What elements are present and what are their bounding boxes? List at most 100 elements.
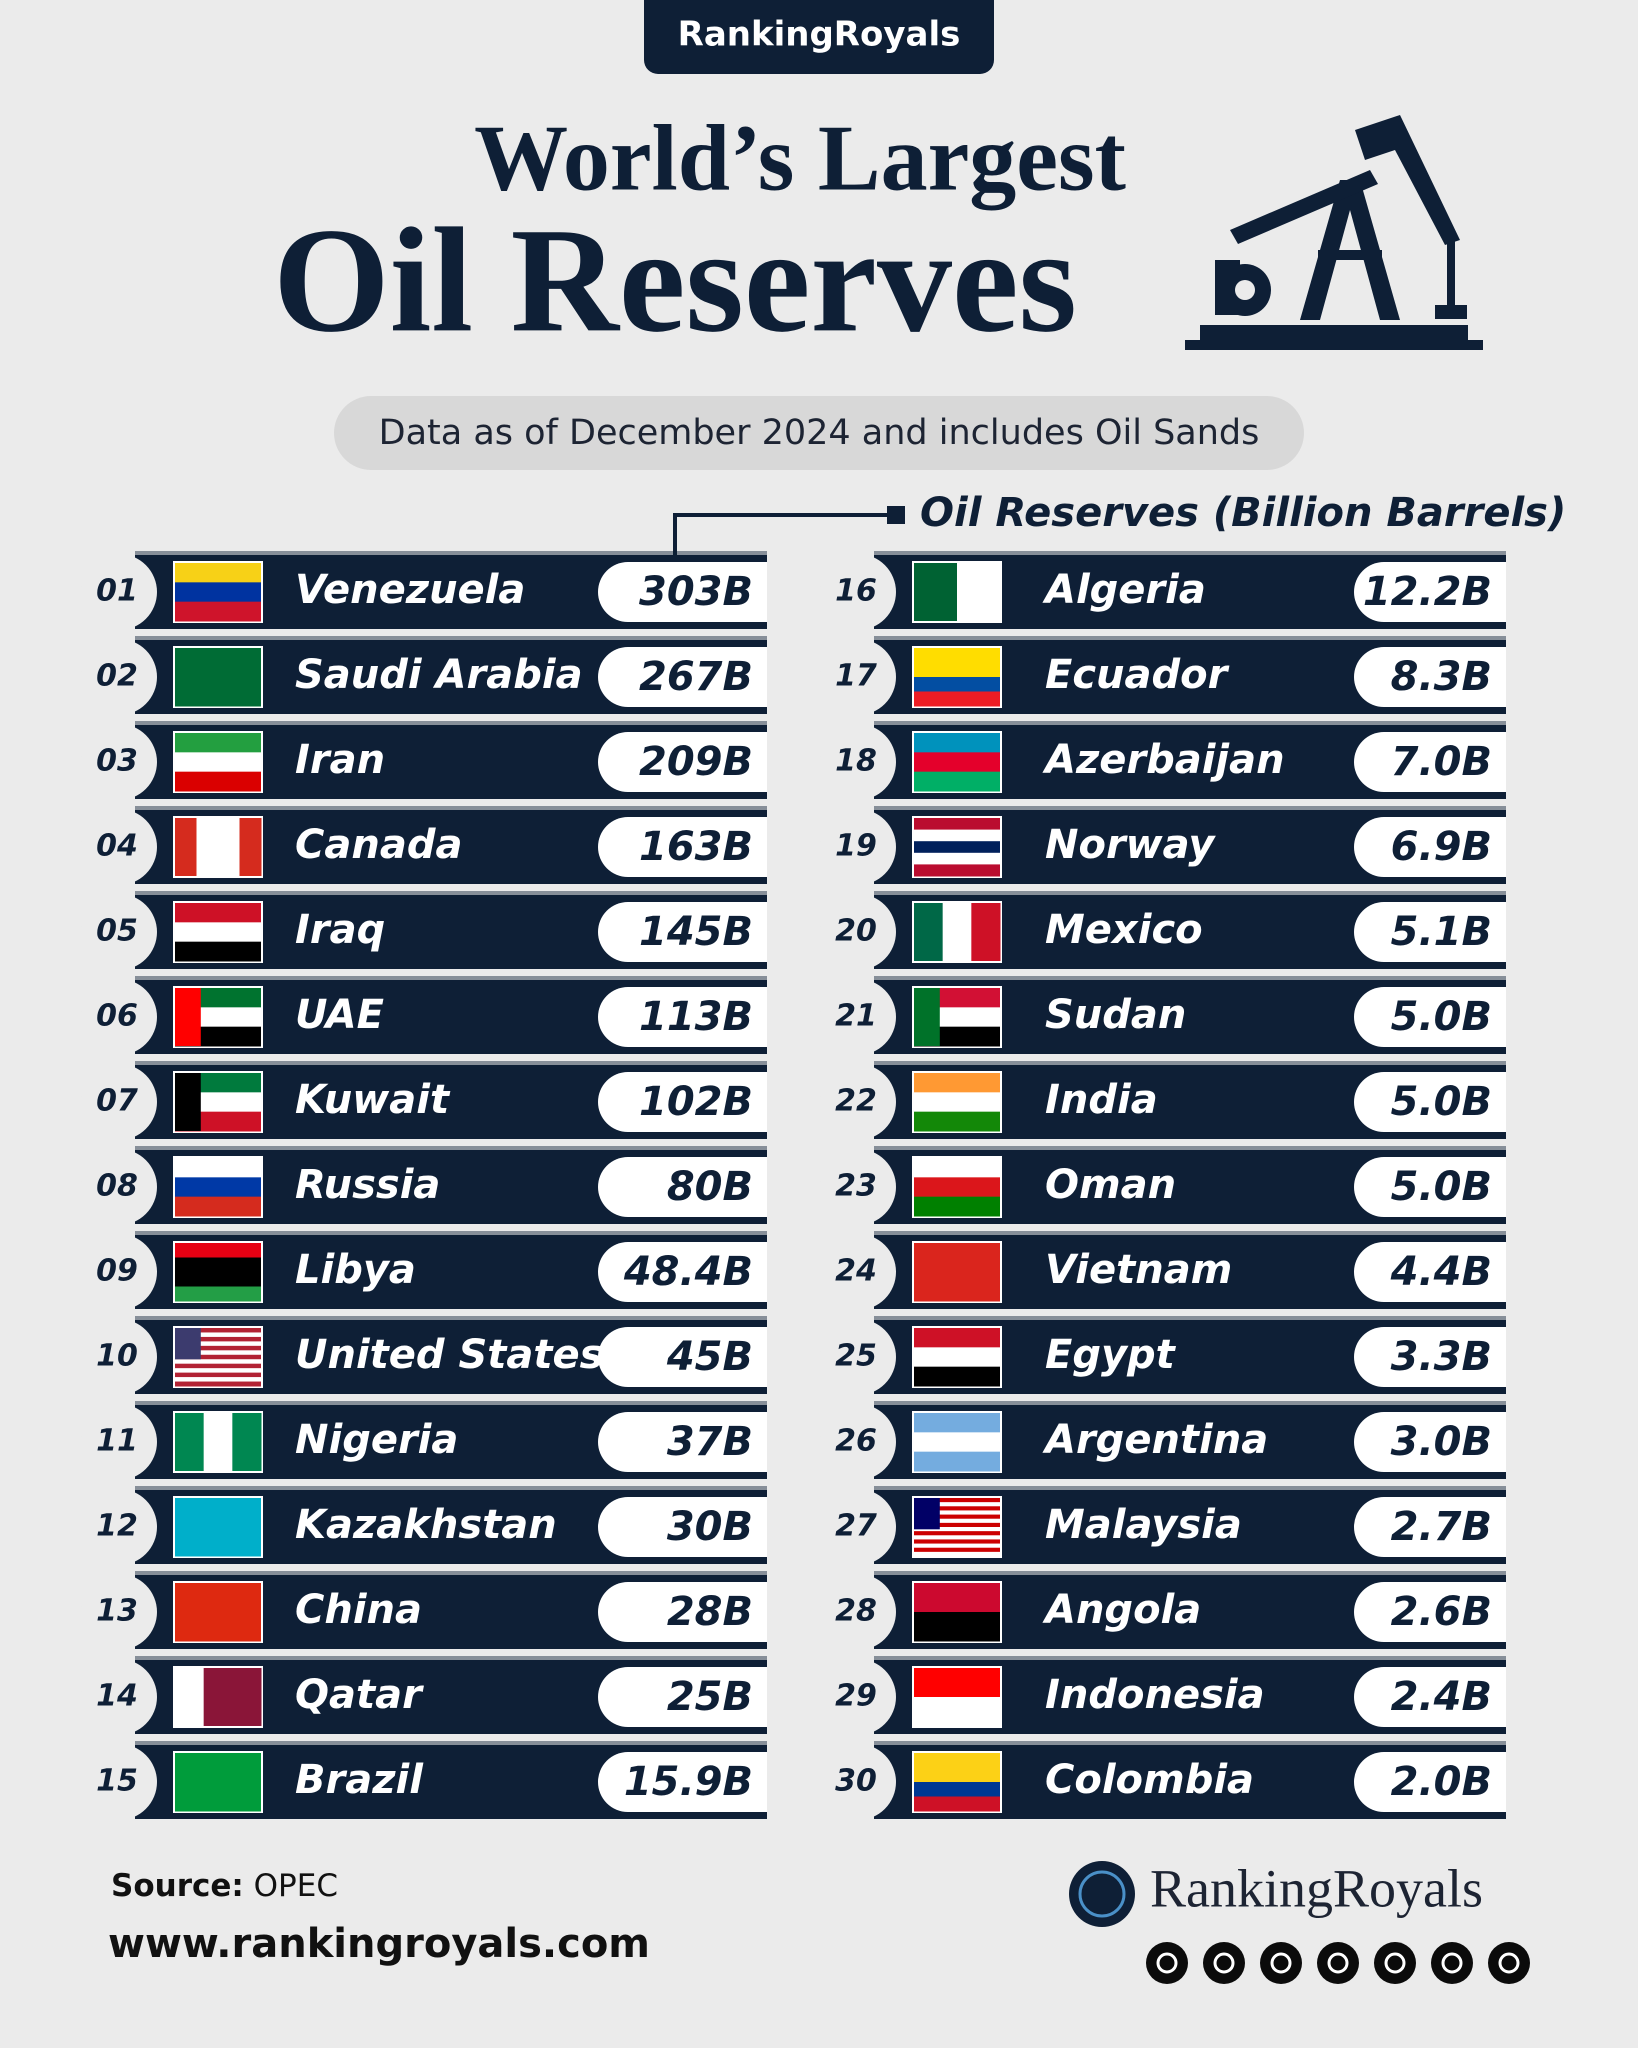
value-pill [598,987,797,1047]
flag-stripe [914,1366,1000,1387]
flag-stripe [914,662,1000,678]
social-icon[interactable] [1488,1942,1530,1984]
value-pill-edge [1506,1065,1546,1139]
flag-stripe [175,1332,261,1338]
flag-stripe [175,563,261,583]
value-pill [598,1412,797,1472]
value: 8.3B [1391,654,1492,700]
flag-stripe [942,903,972,961]
value: 37B [667,1419,753,1465]
flag-canton [175,1073,201,1131]
flag-stripe [914,1767,1000,1783]
rank-notch [820,554,896,630]
flag-stripe [175,1272,261,1287]
flag-stripe [914,864,1000,877]
value-pill-edge [1506,640,1546,714]
rank-notch [81,1149,157,1225]
rank: 15 [96,1764,138,1799]
flag-stripe [232,1668,262,1726]
flag-stripe [914,1583,1000,1613]
flag-stripe [175,1583,261,1642]
flag-canton [914,988,940,1046]
flag-stripe [175,1350,261,1356]
rank-notch [81,1064,157,1140]
rank: 14 [96,1679,138,1714]
value-pill [1354,1157,1536,1217]
flag-stripe [914,818,1000,831]
footer-brand: RankingRoyals [1150,1858,1483,1918]
social-icon[interactable] [1260,1942,1302,1984]
value-pill-edge [767,1660,807,1734]
flag-stripe [175,1328,261,1333]
country-row: 15 Brazil 15.9B [81,1741,807,1820]
country-name: Angola [1042,1587,1201,1633]
value: 30B [667,1504,753,1550]
country-name: Canada [295,822,462,868]
rank-notch [820,979,896,1055]
title-line2: Oil Reserves [273,197,1077,363]
source-value: OPEC [254,1868,338,1904]
subtitle: Data as of December 2024 and includes Oi… [379,413,1260,453]
legend-label: Oil Reserves (Billion Barrels) [920,490,1566,536]
country-row: 07 Kuwait 102B [81,1061,807,1140]
rank: 19 [835,829,877,864]
flag-stripe [175,1372,261,1378]
flag-stripe [175,1177,261,1198]
rank-notch [81,1234,157,1310]
value-pill [1354,1752,1536,1812]
social-icon[interactable] [1146,1942,1188,1984]
value-pill-edge [1506,555,1546,629]
value-pill [1354,1242,1536,1302]
flag-stripe [914,771,1000,792]
flag-stripe [914,1243,1000,1302]
social-icon[interactable] [1317,1942,1359,1984]
rank-notch [820,1489,896,1565]
rank-notch [820,1149,896,1225]
rank-notch [820,1574,896,1650]
country-row: 26 Argentina 3.0B [820,1401,1546,1480]
rank: 09 [96,1254,138,1289]
value: 45B [666,1334,753,1380]
flag-stripe [914,1697,1000,1727]
value-pill-edge [767,555,807,629]
value-pill [598,1072,797,1132]
country-row: 02 Saudi Arabia 267B [81,636,807,715]
country-name: Brazil [295,1757,424,1803]
value-pill-edge [767,1575,807,1649]
flag-stripe [175,1158,261,1178]
value: 4.4B [1390,1249,1492,1295]
rank-notch [820,1404,896,1480]
country-name: Kuwait [295,1077,451,1123]
rank-notch [820,639,896,715]
value-pill [1354,902,1536,962]
value-pill-edge [1506,1405,1546,1479]
flag-stripe [175,1354,261,1360]
flag-stripe [914,1347,1000,1368]
social-icon[interactable] [1431,1942,1473,1984]
country-name: Qatar [295,1672,424,1718]
flag-stripe [175,771,261,792]
value-pill-edge [767,1745,807,1819]
flag-stripe [175,1368,261,1374]
rank-notch [81,979,157,1055]
value-pill-edge [1506,1575,1546,1649]
rank-notch [81,724,157,800]
value-pill [1354,1072,1536,1132]
social-icon-glyph [1156,1952,1178,1974]
social-icon[interactable] [1203,1942,1245,1984]
country-row: 05 Iraq 145B [81,891,807,970]
value: 5.0B [1391,1164,1492,1210]
source-line: Source: OPEC [111,1868,338,1904]
flag-stripe [175,1286,261,1302]
rank-notch [81,1659,157,1735]
rank-notch [81,554,157,630]
country-name: Azerbaijan [1042,737,1285,783]
flag-stripe [239,818,262,876]
social-icon[interactable] [1374,1942,1416,1984]
country-name: Kazakhstan [295,1502,557,1548]
value-pill [598,732,797,792]
country-name: Oman [1045,1162,1176,1208]
rank-notch [81,1319,157,1395]
flag-stripe [175,1345,261,1351]
country-row: 30 Colombia 2.0B [820,1741,1546,1820]
